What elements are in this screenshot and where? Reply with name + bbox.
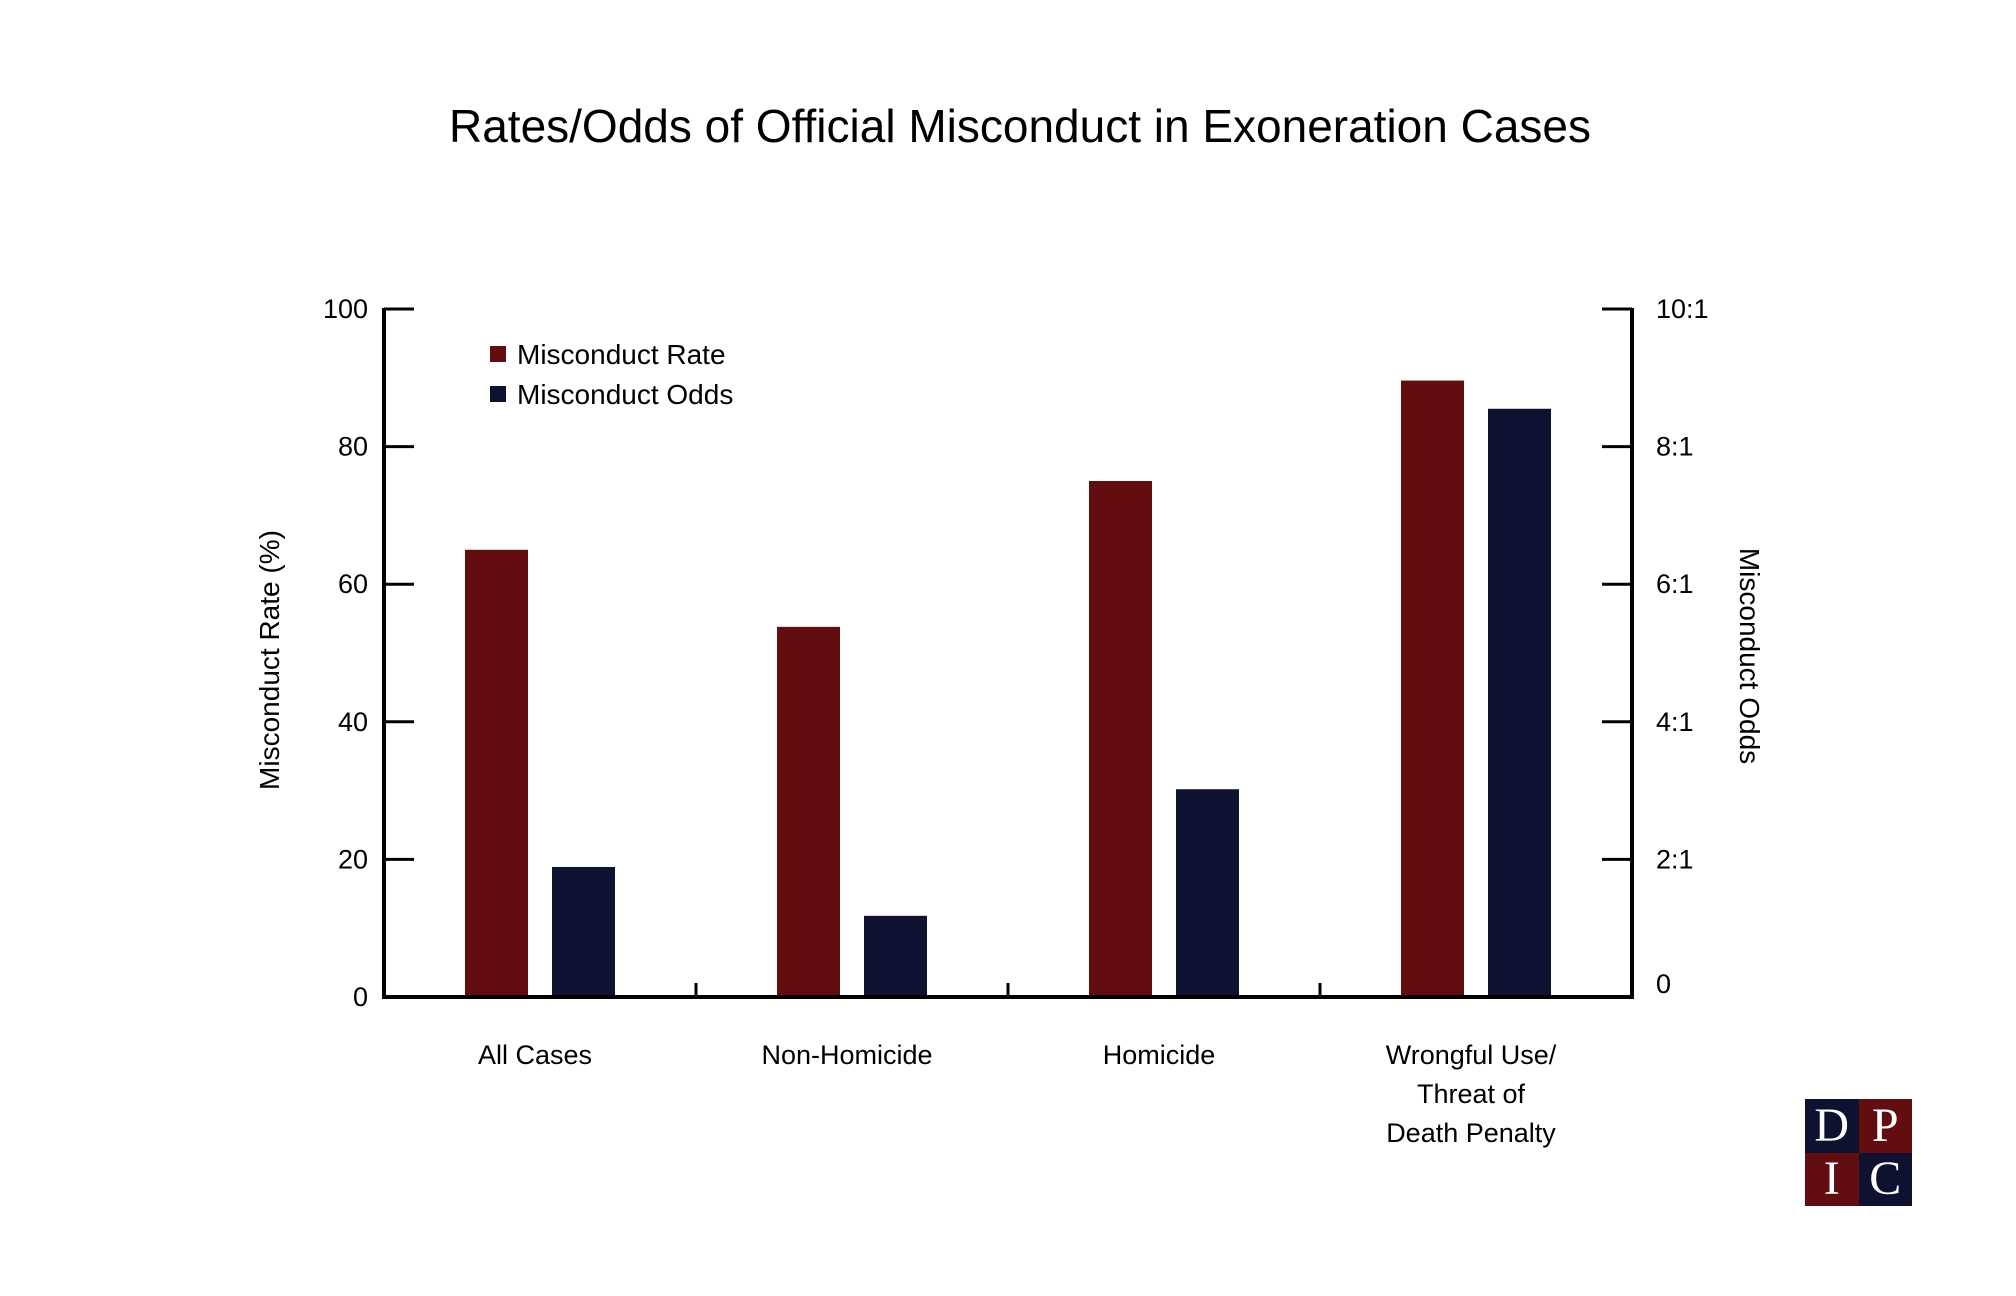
right-axis-tick-label: 4:1 (1656, 707, 1694, 737)
left-axis-tick-label: 80 (338, 432, 368, 462)
left-axis-tick-label: 100 (323, 294, 368, 324)
right-axis-tick-label: 0 (1656, 969, 1671, 999)
bar-misconduct-odds (1176, 789, 1239, 995)
bar-misconduct-rate (777, 626, 840, 995)
logo-letter: D (1805, 1099, 1859, 1153)
right-axis-label: Misconduct Odds (1734, 548, 1765, 764)
logo-letter: C (1858, 1152, 1912, 1206)
x-axis-category-label: Death Penalty (1386, 1118, 1556, 1148)
x-axis-category-label: All Cases (478, 1040, 592, 1070)
bar-misconduct-rate (465, 549, 528, 995)
left-axis-tick-label: 60 (338, 569, 368, 599)
legend-swatch (490, 386, 506, 402)
legend-swatch (490, 346, 506, 362)
bar-misconduct-odds (864, 915, 927, 995)
bar-misconduct-odds (552, 866, 615, 995)
left-axis-tick-label: 40 (338, 707, 368, 737)
right-axis-tick-label: 2:1 (1656, 844, 1694, 874)
left-axis-tick-label: 20 (338, 844, 368, 874)
x-axis-category-label: Homicide (1103, 1040, 1216, 1070)
legend-label: Misconduct Odds (517, 379, 733, 410)
right-axis-tick-label: 6:1 (1656, 569, 1694, 599)
legend-label: Misconduct Rate (517, 339, 726, 370)
left-axis-label: Misconduct Rate (%) (254, 530, 285, 790)
right-axis-tick-label: 10:1 (1656, 294, 1709, 324)
x-axis-category-label: Threat of (1417, 1079, 1526, 1109)
bar-misconduct-rate (1089, 481, 1152, 995)
x-axis-category-label: Non-Homicide (761, 1040, 932, 1070)
bars (465, 380, 1551, 995)
bar-misconduct-rate (1401, 380, 1464, 995)
chart-title: Rates/Odds of Official Misconduct in Exo… (449, 100, 1591, 152)
right-axis-tick-label: 8:1 (1656, 432, 1694, 462)
bar-misconduct-odds (1488, 408, 1551, 995)
x-axis-category-label: Wrongful Use/ (1386, 1040, 1557, 1070)
legend: Misconduct Rate Misconduct Odds (490, 339, 733, 410)
axes: 0 20 40 60 80 100 0 2:1 4:1 6:1 8:1 10:1 (323, 294, 1709, 1012)
logo-letter: I (1805, 1152, 1859, 1206)
left-axis-tick-label: 0 (353, 982, 368, 1012)
x-axis-labels: All Cases Non-Homicide Homicide Wrongful Us… (478, 1040, 1557, 1148)
dpic-logo: D P I C (1805, 1099, 1912, 1206)
logo-letter: P (1858, 1099, 1912, 1153)
